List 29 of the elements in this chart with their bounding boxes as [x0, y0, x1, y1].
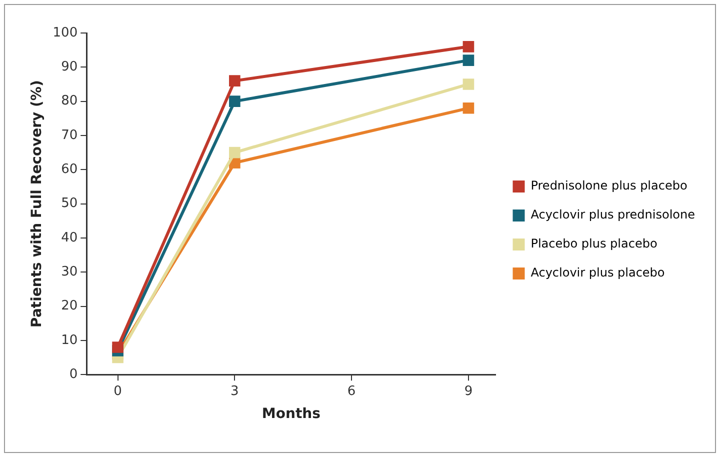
x-tick-label: 0	[114, 384, 122, 399]
x-tick-label: 9	[464, 384, 473, 399]
y-axis-title: Patients with Full Recovery (%)	[29, 80, 46, 328]
y-tick-label: 70	[61, 128, 78, 143]
point	[462, 78, 474, 90]
y-tick-label: 20	[61, 298, 78, 314]
point	[462, 102, 474, 114]
y-tick-label: 60	[61, 162, 78, 178]
y-tick-label: 80	[61, 94, 78, 109]
point	[462, 54, 474, 66]
y-tick-label: 50	[61, 196, 78, 212]
point	[229, 75, 240, 86]
legend-label: Prednisolone plus placebo	[530, 178, 688, 193]
x-tick-label: 6	[347, 384, 356, 399]
point	[462, 41, 474, 52]
y-tick-label: 30	[61, 264, 78, 280]
point	[229, 96, 240, 107]
point	[112, 342, 124, 353]
point	[229, 146, 240, 158]
y-tick-label: 100	[52, 25, 78, 40]
y-tick-label: 0	[69, 366, 78, 382]
y-tick-label: 40	[61, 230, 78, 246]
legend-label: Acyclovir plus placebo	[530, 266, 665, 280]
y-tick-label: 10	[61, 332, 78, 348]
y-tick-label: 90	[61, 60, 78, 75]
legend-label: Acyclovir plus prednisolone	[530, 208, 696, 222]
legend-label: Placebo plus placebo	[530, 236, 658, 251]
x-axis-title: Months	[262, 406, 320, 422]
x-tick-label: 3	[230, 384, 239, 399]
